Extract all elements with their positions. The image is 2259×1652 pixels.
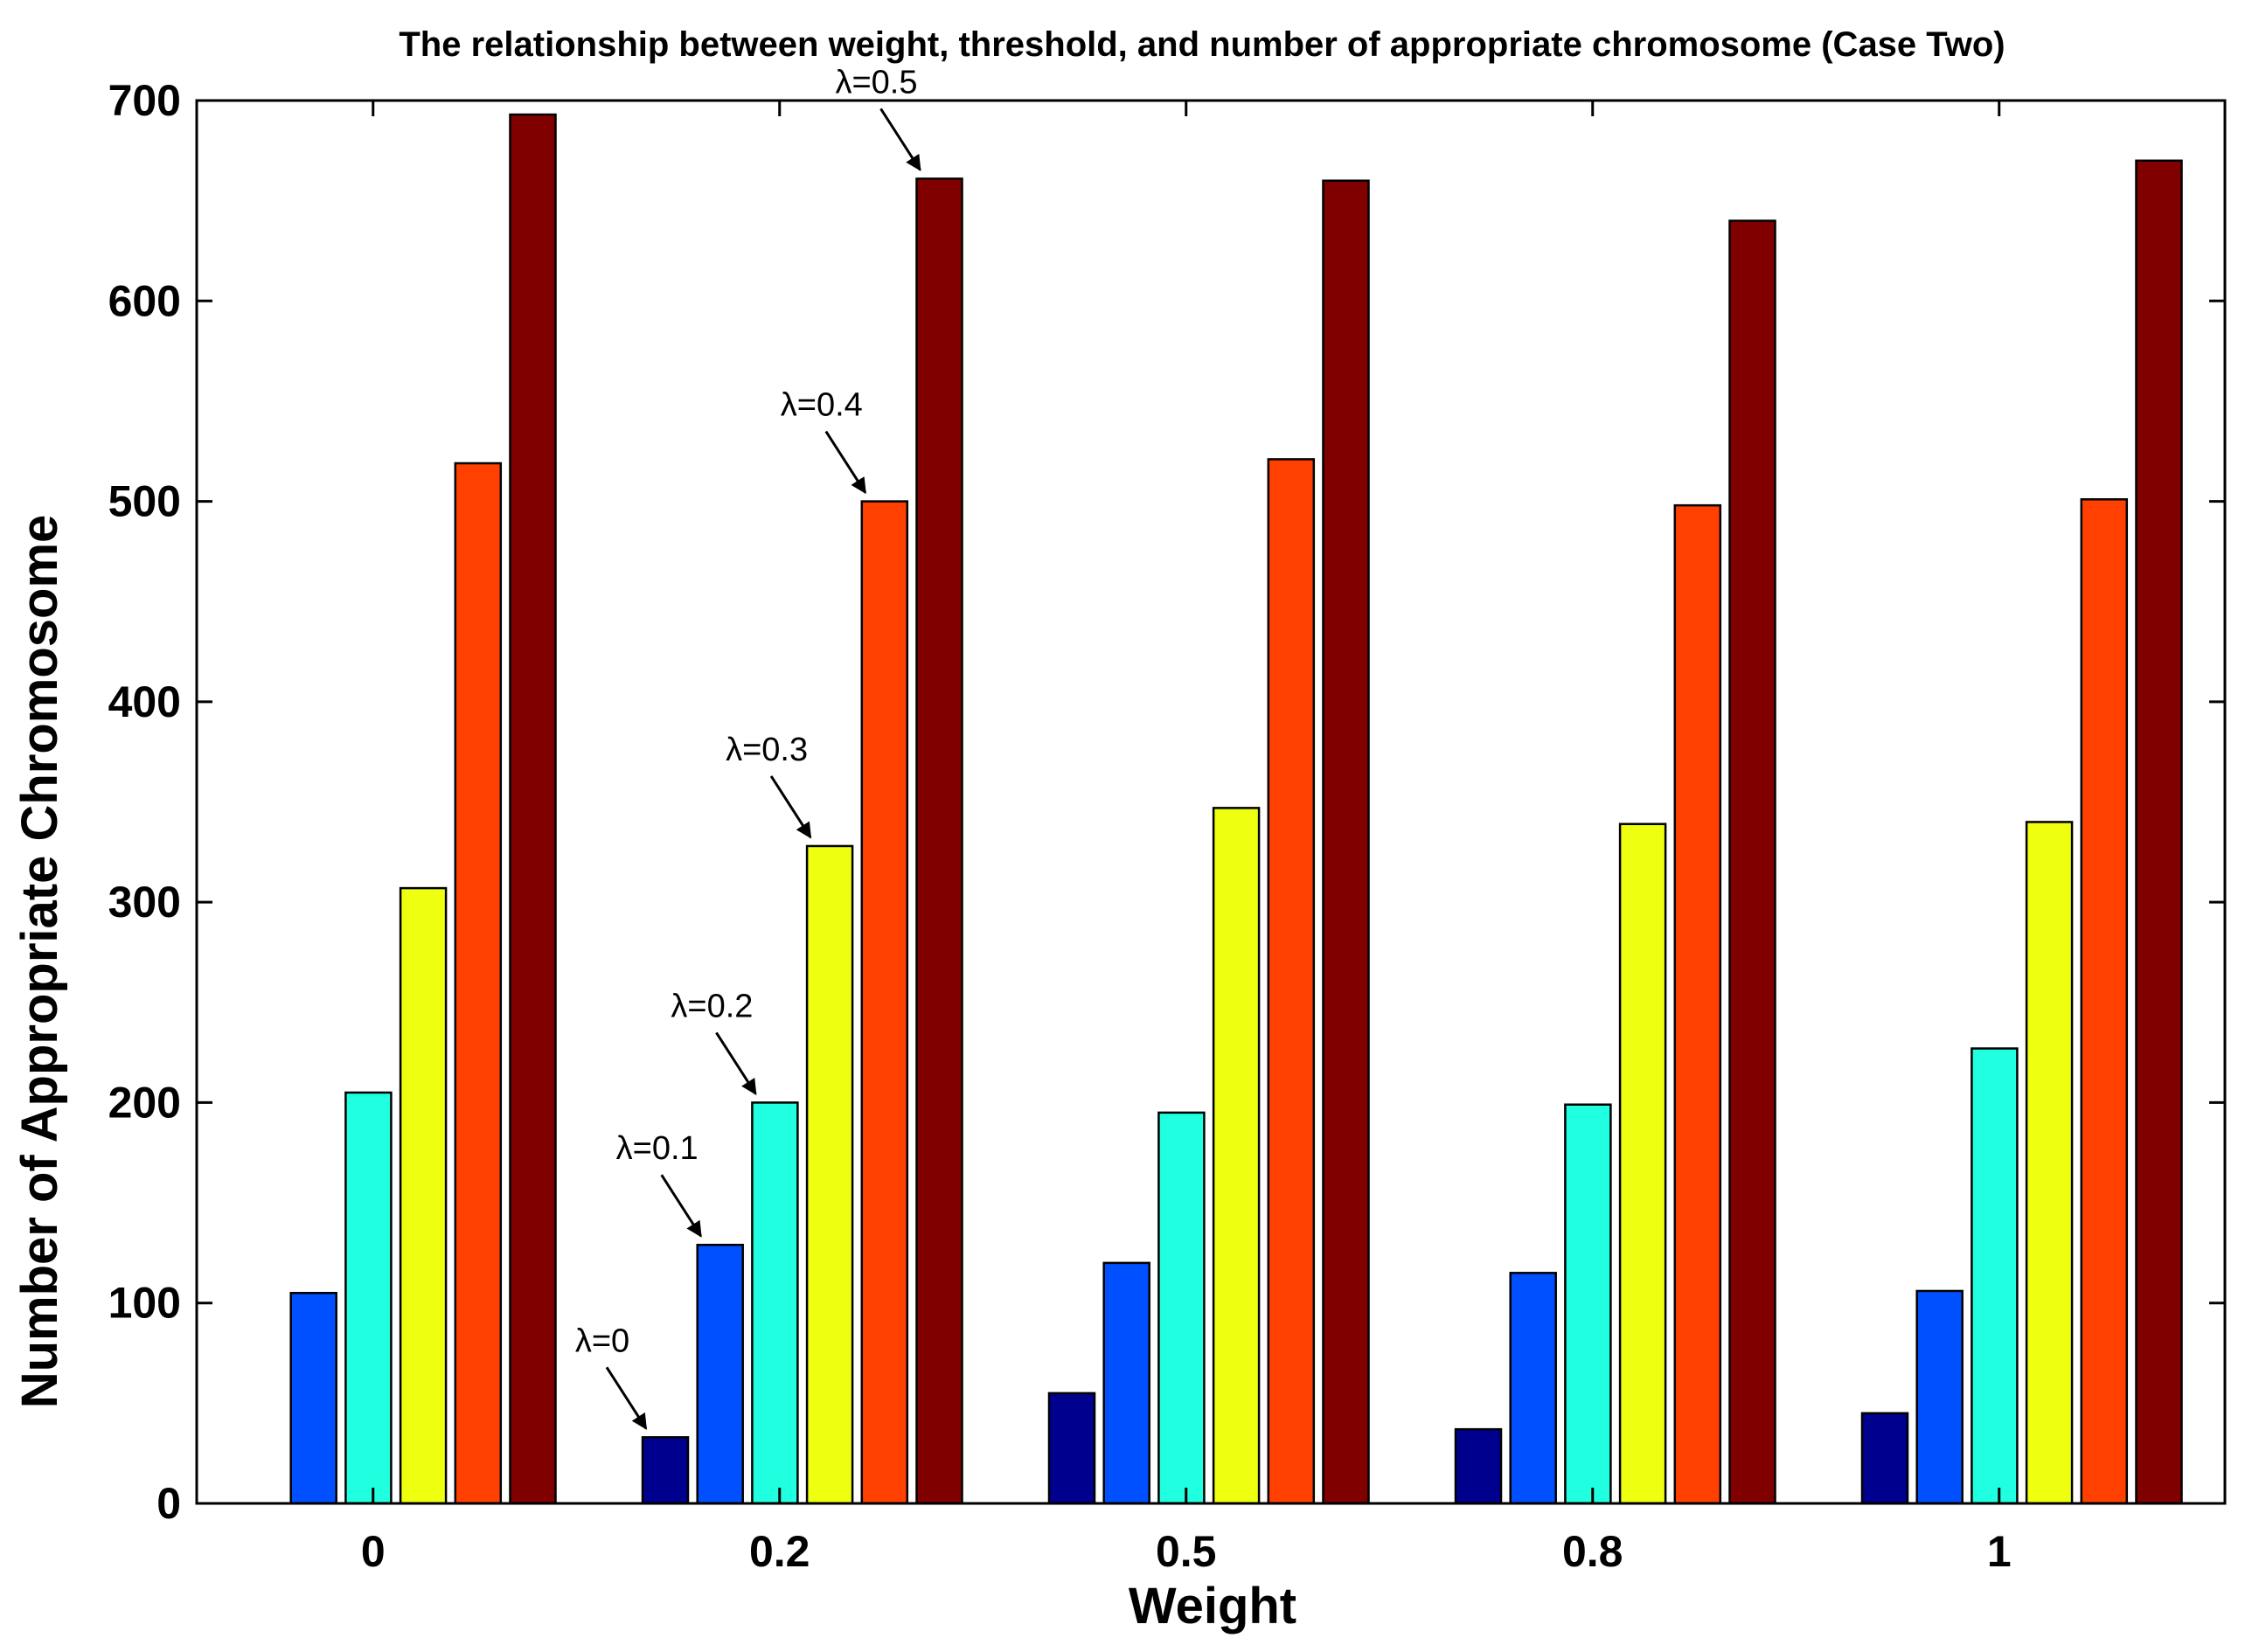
x-tick-label: 0.8 bbox=[1562, 1527, 1623, 1576]
x-tick-label: 0.5 bbox=[1156, 1527, 1217, 1576]
y-tick-label: 500 bbox=[108, 477, 181, 526]
bar-series-5-cat-4 bbox=[2135, 159, 2183, 1505]
bar-series-5-cat-0 bbox=[509, 113, 557, 1505]
annotation-label: λ=0.4 bbox=[781, 387, 863, 424]
y-tick-label: 100 bbox=[108, 1279, 181, 1328]
bar-series-1-cat-1 bbox=[696, 1243, 744, 1505]
bar-series-3-cat-1 bbox=[805, 844, 854, 1505]
annotation-arrow bbox=[605, 1366, 648, 1430]
x-axis-label: Weight bbox=[1129, 1578, 1296, 1635]
bar-series-1-cat-4 bbox=[1915, 1289, 1964, 1505]
bar-series-2-cat-3 bbox=[1564, 1103, 1612, 1505]
y-tick-label: 400 bbox=[108, 677, 181, 726]
bar-series-4-cat-3 bbox=[1673, 503, 1722, 1505]
plot-frame bbox=[195, 99, 2227, 1505]
bar-series-3-cat-4 bbox=[2025, 821, 2074, 1505]
x-tick-label: 1 bbox=[1987, 1527, 2012, 1576]
annotation-arrow bbox=[824, 430, 867, 495]
annotation-label: λ=0.2 bbox=[671, 988, 753, 1024]
annotation-arrow bbox=[879, 108, 921, 171]
y-tick-label: 700 bbox=[108, 76, 181, 125]
bar-series-2-cat-0 bbox=[344, 1091, 393, 1505]
ticks-layer: 0 100 200 300 400 500 600 700 0 0.2 0.5 0.8 1 bbox=[108, 76, 2225, 1576]
bar-series-4-cat-2 bbox=[1267, 458, 1316, 1505]
y-tick-label: 200 bbox=[108, 1078, 181, 1127]
bar-series-4-cat-0 bbox=[454, 462, 503, 1505]
bar-series-0-cat-4 bbox=[1860, 1412, 1909, 1505]
bar-series-3-cat-2 bbox=[1212, 807, 1261, 1505]
bar-series-1-cat-3 bbox=[1509, 1272, 1557, 1505]
bar-series-5-cat-1 bbox=[915, 177, 963, 1505]
bar-series-2-cat-4 bbox=[1971, 1047, 2019, 1505]
chart-title: The relationship between weight, thresho… bbox=[399, 25, 2005, 64]
x-tick-label: 0 bbox=[361, 1527, 386, 1576]
annotations-layer: λ=0 λ=0.1 λ=0.2 λ=0.3 λ=0.4 λ=0.5 bbox=[575, 64, 921, 1430]
y-tick-label: 300 bbox=[108, 878, 181, 927]
x-tick-label: 0.2 bbox=[749, 1527, 810, 1576]
bar-series-2-cat-2 bbox=[1157, 1111, 1206, 1505]
bar-series-2-cat-1 bbox=[751, 1101, 799, 1505]
annotation-label: λ=0.1 bbox=[616, 1130, 699, 1167]
annotation-arrow bbox=[715, 1031, 757, 1095]
annotation-arrow bbox=[660, 1174, 702, 1238]
bar-series-5-cat-3 bbox=[1728, 219, 1776, 1505]
annotation-label: λ=0 bbox=[575, 1322, 629, 1359]
y-tick-label: 0 bbox=[156, 1479, 181, 1528]
annotation-label: λ=0.3 bbox=[726, 732, 808, 768]
bars-layer bbox=[289, 113, 2183, 1505]
bar-series-1-cat-0 bbox=[289, 1292, 337, 1505]
bar-series-0-cat-3 bbox=[1454, 1427, 1503, 1505]
bar-series-4-cat-4 bbox=[2080, 498, 2129, 1505]
bar-series-3-cat-3 bbox=[1618, 823, 1667, 1505]
y-tick-label: 600 bbox=[108, 276, 181, 325]
annotation-label: λ=0.5 bbox=[835, 64, 917, 101]
bar-series-3-cat-0 bbox=[399, 886, 448, 1505]
bar-series-4-cat-1 bbox=[860, 500, 909, 1505]
bar-series-1-cat-2 bbox=[1102, 1261, 1150, 1505]
annotation-arrow bbox=[769, 775, 812, 839]
bar-series-0-cat-1 bbox=[641, 1436, 690, 1505]
y-axis-label: Number of Appropriate Chromosome bbox=[11, 515, 68, 1409]
bar-series-5-cat-2 bbox=[1322, 179, 1370, 1505]
bar-series-0-cat-2 bbox=[1047, 1392, 1096, 1505]
